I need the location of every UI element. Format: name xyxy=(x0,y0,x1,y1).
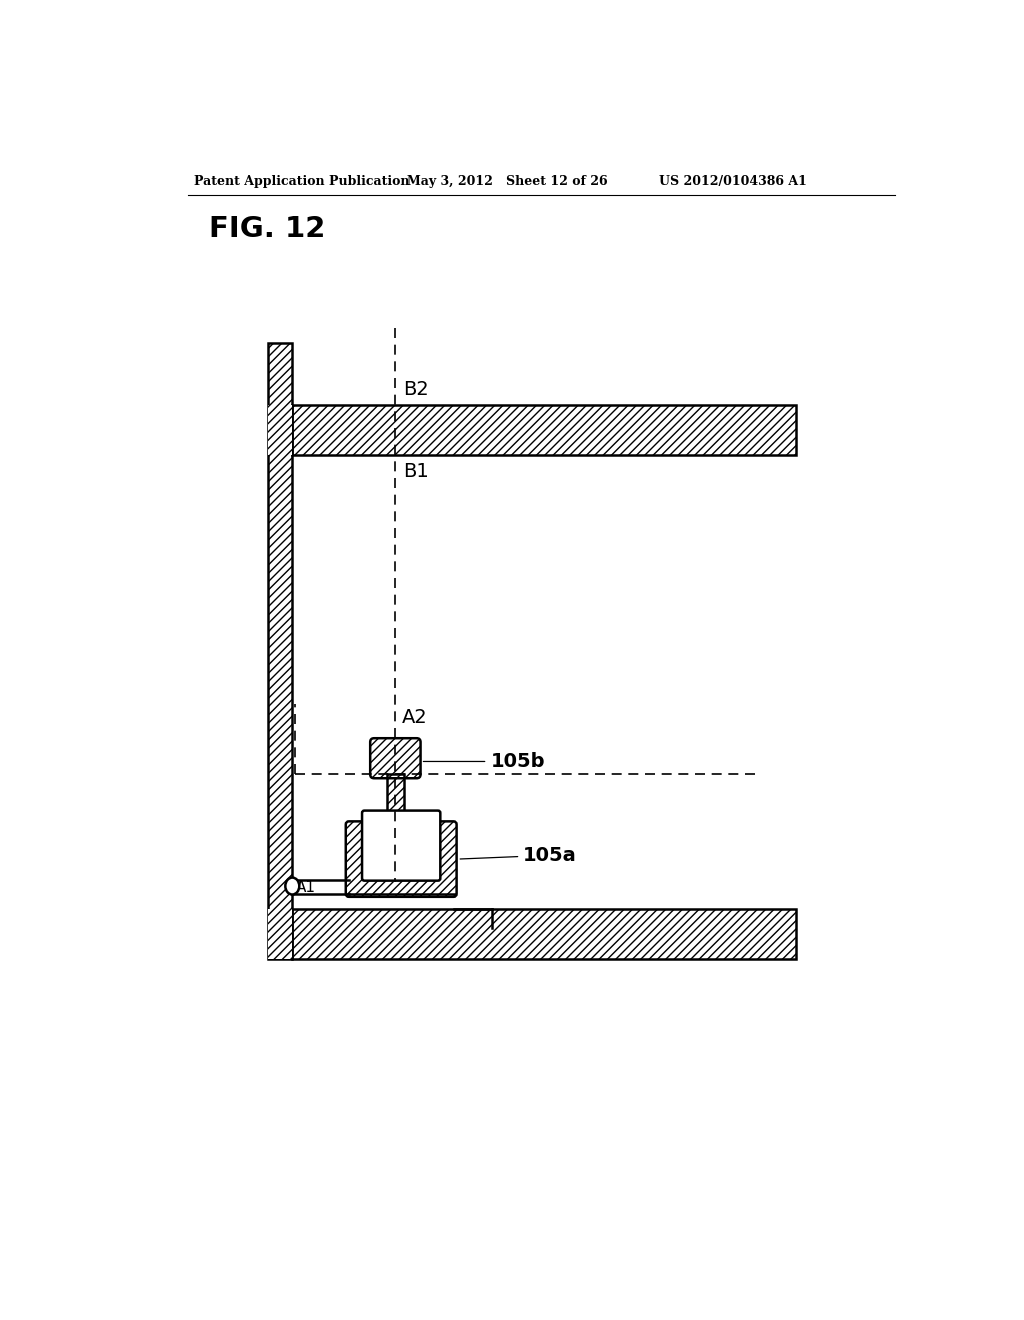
Bar xyxy=(267,343,292,960)
FancyBboxPatch shape xyxy=(346,821,457,896)
Bar xyxy=(292,909,796,960)
Bar xyxy=(292,909,796,960)
Bar xyxy=(292,405,796,455)
Bar xyxy=(387,775,403,825)
Text: 105b: 105b xyxy=(423,752,545,771)
Text: B1: B1 xyxy=(403,462,429,482)
Text: B2: B2 xyxy=(403,380,429,399)
Text: A2: A2 xyxy=(401,708,427,727)
Bar xyxy=(267,405,292,455)
Bar xyxy=(292,909,796,960)
Bar xyxy=(267,343,292,960)
Bar xyxy=(292,405,796,455)
Text: FIG. 12: FIG. 12 xyxy=(209,215,326,243)
Bar xyxy=(387,775,403,825)
Text: May 3, 2012   Sheet 12 of 26: May 3, 2012 Sheet 12 of 26 xyxy=(407,176,607,187)
FancyBboxPatch shape xyxy=(371,738,421,779)
Bar xyxy=(267,343,292,960)
Text: US 2012/0104386 A1: US 2012/0104386 A1 xyxy=(658,176,807,187)
Text: A1: A1 xyxy=(295,880,315,895)
Ellipse shape xyxy=(286,878,299,895)
Bar xyxy=(292,405,796,455)
Bar xyxy=(267,909,292,960)
Text: 105a: 105a xyxy=(460,846,577,865)
Text: Patent Application Publication: Patent Application Publication xyxy=(194,176,410,187)
FancyBboxPatch shape xyxy=(362,810,440,880)
